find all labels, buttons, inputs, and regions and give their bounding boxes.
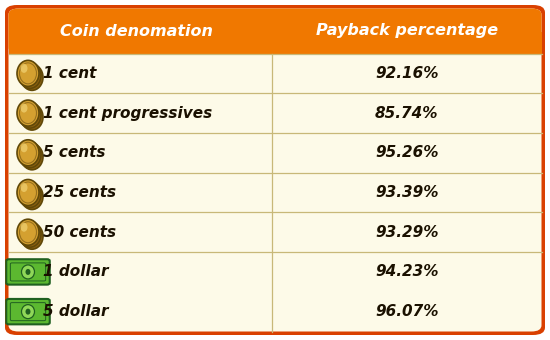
Text: 92.16%: 92.16% — [375, 66, 439, 81]
Text: 1 cent progressives: 1 cent progressives — [43, 106, 212, 121]
Ellipse shape — [21, 305, 35, 319]
Text: Payback percentage: Payback percentage — [316, 23, 498, 38]
Ellipse shape — [21, 144, 43, 170]
Text: 93.29%: 93.29% — [375, 225, 439, 240]
Ellipse shape — [20, 183, 28, 192]
Text: 1 dollar: 1 dollar — [43, 265, 108, 279]
Text: 96.07%: 96.07% — [375, 304, 439, 319]
Text: 5 cents: 5 cents — [43, 145, 106, 160]
Text: Coin denomation: Coin denomation — [60, 23, 212, 38]
FancyBboxPatch shape — [5, 5, 545, 335]
Text: 94.23%: 94.23% — [375, 265, 439, 279]
Polygon shape — [8, 32, 542, 53]
Ellipse shape — [21, 223, 43, 249]
Ellipse shape — [17, 219, 39, 245]
Ellipse shape — [25, 309, 30, 315]
Text: 5 dollar: 5 dollar — [43, 304, 108, 319]
FancyBboxPatch shape — [8, 8, 542, 332]
Ellipse shape — [20, 64, 28, 73]
FancyBboxPatch shape — [6, 259, 50, 285]
Text: 25 cents: 25 cents — [43, 185, 116, 200]
FancyBboxPatch shape — [8, 8, 542, 53]
Ellipse shape — [19, 142, 41, 168]
Ellipse shape — [20, 104, 28, 113]
Ellipse shape — [21, 184, 43, 209]
Ellipse shape — [17, 180, 39, 205]
FancyBboxPatch shape — [6, 299, 50, 324]
Ellipse shape — [19, 102, 41, 128]
Ellipse shape — [21, 104, 43, 130]
Ellipse shape — [21, 64, 43, 90]
Ellipse shape — [17, 61, 39, 86]
Ellipse shape — [19, 221, 41, 247]
Text: 93.39%: 93.39% — [375, 185, 439, 200]
Ellipse shape — [21, 265, 35, 279]
Ellipse shape — [20, 223, 28, 232]
Ellipse shape — [17, 140, 39, 166]
Ellipse shape — [20, 143, 28, 152]
Ellipse shape — [19, 62, 41, 88]
Ellipse shape — [17, 100, 39, 126]
Ellipse shape — [19, 182, 41, 207]
Text: 85.74%: 85.74% — [375, 106, 439, 121]
Text: 50 cents: 50 cents — [43, 225, 116, 240]
Text: 1 cent: 1 cent — [43, 66, 96, 81]
Ellipse shape — [25, 269, 30, 275]
Text: 95.26%: 95.26% — [375, 145, 439, 160]
